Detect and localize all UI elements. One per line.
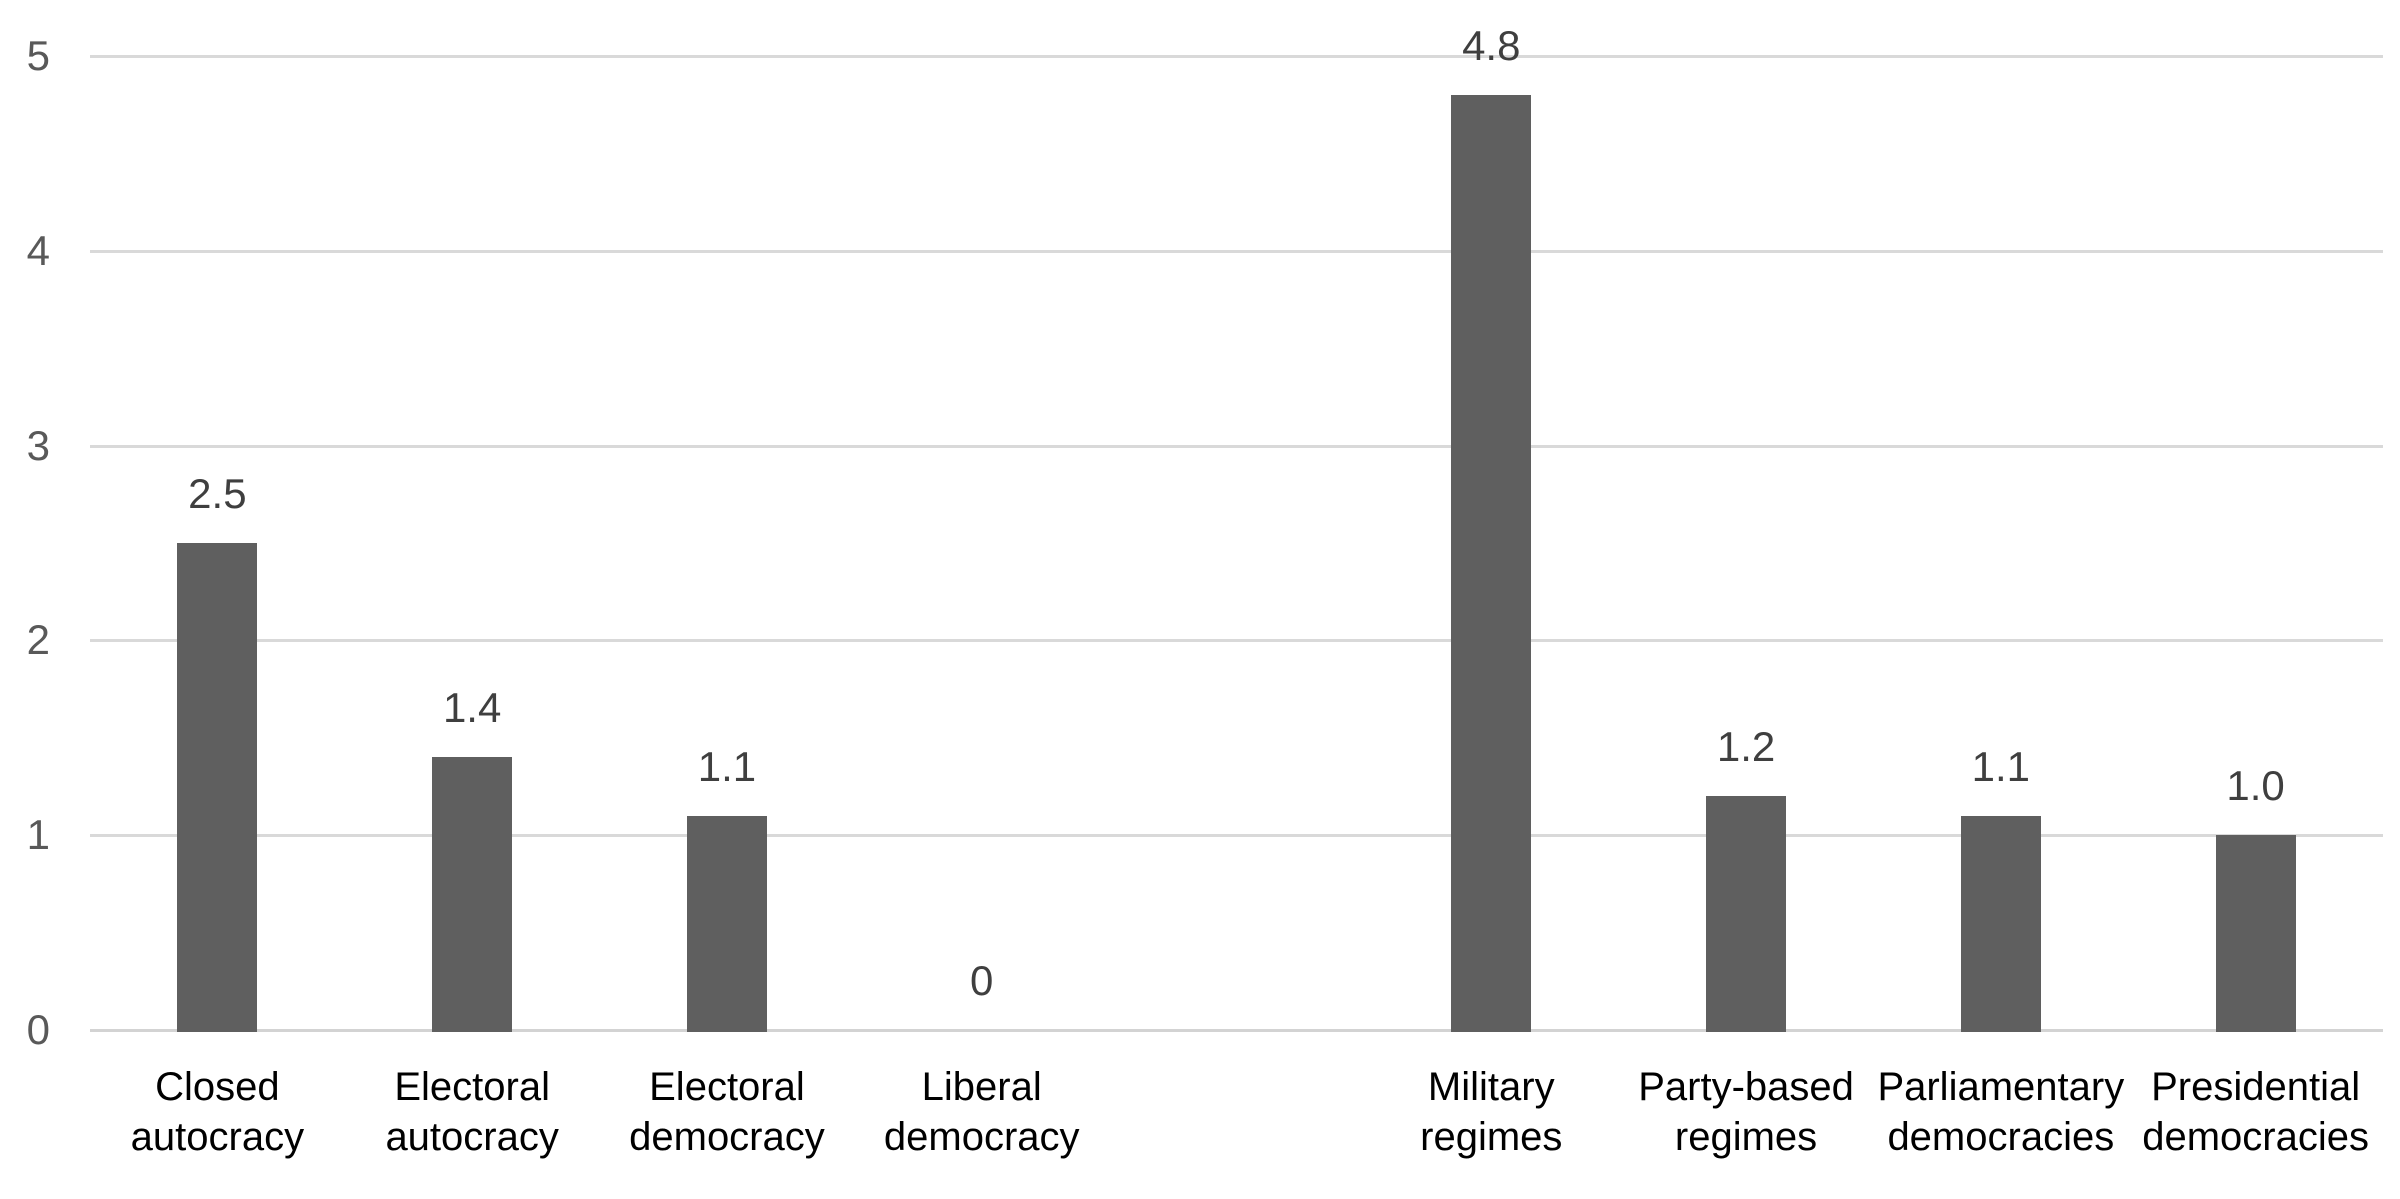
bar bbox=[1451, 94, 1532, 1032]
bar bbox=[2215, 835, 2296, 1032]
bar bbox=[1960, 815, 2041, 1032]
y-axis-tick-label: 3 bbox=[26, 421, 50, 469]
gridline bbox=[90, 639, 2383, 643]
bar-value-label: 2.5 bbox=[188, 470, 247, 517]
category-label: Military regimes bbox=[1420, 1065, 1563, 1159]
bar-value-label: 4.8 bbox=[1462, 21, 1521, 69]
y-axis-tick-label: 4 bbox=[26, 226, 50, 274]
bar bbox=[686, 815, 767, 1032]
gridline bbox=[90, 444, 2383, 448]
y-axis-tick-label: 0 bbox=[26, 1006, 50, 1053]
y-axis-tick-label: 2 bbox=[26, 616, 50, 664]
category-label: Electoral autocracy bbox=[385, 1065, 559, 1159]
bar-value-label: 1.2 bbox=[1716, 723, 1776, 771]
category-label: Liberal democracy bbox=[883, 1065, 1080, 1159]
category-label: Closed autocracy bbox=[130, 1065, 305, 1159]
bar bbox=[432, 757, 513, 1032]
y-axis-tick-label: 1 bbox=[26, 811, 50, 859]
bar-value-label: 1.1 bbox=[1971, 742, 2031, 790]
bar-value-label: 1.4 bbox=[442, 684, 502, 732]
gridline bbox=[90, 249, 2383, 253]
category-label: Parliamentary democracies bbox=[1877, 1065, 2125, 1159]
bar-value-label: 1.1 bbox=[697, 742, 757, 790]
bar-value-label: 1.0 bbox=[2226, 762, 2285, 810]
category-label: Presidential democracies bbox=[2142, 1065, 2369, 1159]
gridline bbox=[90, 834, 2383, 838]
gridline bbox=[90, 55, 2383, 58]
category-label: Party-based regimes bbox=[1638, 1065, 1854, 1159]
x-axis-line bbox=[90, 1029, 2383, 1032]
y-axis-tick-label: 5 bbox=[26, 32, 50, 79]
bar-value-label: 0 bbox=[970, 957, 994, 1004]
category-label: Electoral democracy bbox=[629, 1065, 825, 1159]
bar bbox=[177, 543, 258, 1032]
bar bbox=[1706, 796, 1787, 1032]
